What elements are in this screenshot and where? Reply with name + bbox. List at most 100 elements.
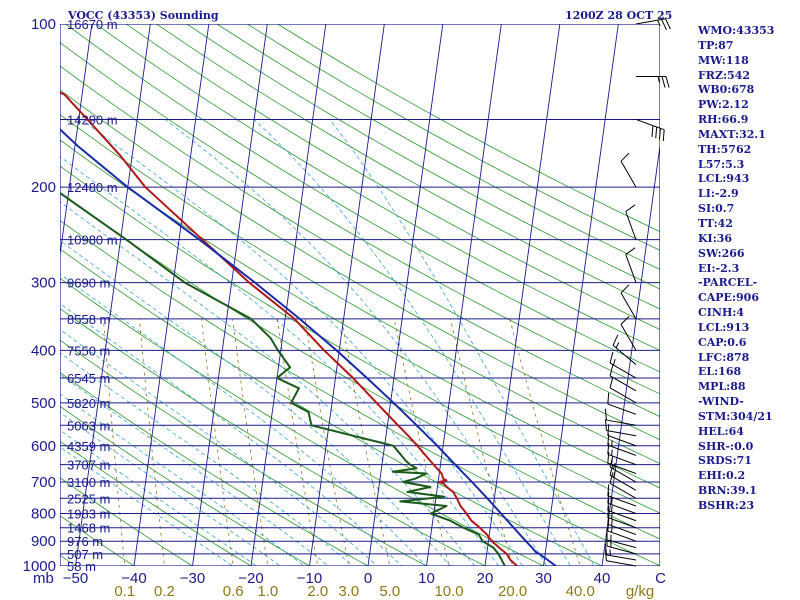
mixing-ratio-label: 10.0 [434,583,463,600]
wind-barb-half-flag [611,458,613,465]
wind-barb-staff [607,462,637,474]
wind-barb-staff [607,444,637,456]
dry-adiabat [60,339,428,566]
height-label: 6545 m [67,371,110,386]
mixing-ratio-label: 20.0 [498,583,527,600]
index-item: HEL:64 [698,424,744,438]
wind-barb [607,519,637,542]
mixing-ratio-unit-label: g/kg [626,583,654,600]
dewpoint-trace [60,191,506,566]
wind-barb-staff [606,539,637,549]
pressure-label: 600 [31,438,56,455]
wind-barb [607,392,637,415]
wind-barb-flag [607,512,610,525]
moist-adiabat [253,119,571,566]
height-label: 3707 m [67,458,110,473]
height-label: 976 m [67,534,103,549]
height-label: 507 m [67,547,103,562]
pressure-unit-label: mb [33,570,54,587]
height-label: 4359 m [67,439,110,454]
wind-barb-staff [620,160,637,188]
wind-barb [604,549,637,567]
wind-barb [604,419,637,437]
moist-adiabat [60,273,427,566]
height-label: 2525 m [67,491,110,506]
dry-adiabat [60,41,660,395]
wind-barb [609,376,637,404]
wind-barb-flag [658,128,661,140]
isotherm [192,24,268,566]
dry-adiabat [60,440,252,566]
isotherm [75,24,151,566]
index-item: SW:266 [698,246,745,260]
wind-barb-flag [609,351,614,364]
temperature-tick-label: C [655,570,666,587]
temperature-tick-label: −50 [63,570,88,587]
index-item: -WIND- [698,395,744,409]
index-item: PW:2.12 [698,98,749,112]
station-title: VOCC (43353) Sounding [68,9,219,22]
index-item: KI:36 [698,231,733,245]
dry-adiabat [186,24,660,290]
dry-adiabat [156,24,660,310]
wind-barb-staff [609,474,637,491]
wind-barb [607,451,637,474]
temperature-tick-label: 30 [535,570,552,587]
wind-barbs [604,18,671,567]
dry-adiabat [125,24,660,331]
dry-adiabat [247,24,660,251]
dry-adiabat [0,24,33,578]
index-item: LCL:913 [698,320,750,334]
mixing-ratio-label: 5.0 [379,583,400,600]
plot-frame [60,24,660,566]
temperature-trace [60,91,518,566]
height-label: 1468 m [67,521,110,536]
temperature-tick-label: −20 [238,570,263,587]
mixing-ratio-label: 1.0 [257,583,278,600]
wind-barb-half-flag [613,471,616,478]
pressure-label: 200 [31,179,56,196]
wind-barb [607,499,637,522]
wind-barb-staff [607,502,637,514]
index-item: LI:-2.9 [698,187,739,201]
index-item: MPL:88 [698,380,746,394]
wind-barb-flag [612,334,619,346]
wind-barb-staff [607,495,637,507]
wind-barb [604,543,637,561]
wind-barb-flag [620,152,630,162]
wind-barb-staff [612,344,637,365]
dry-adiabat [65,24,660,373]
wind-barb-flag [625,247,636,255]
wind-barb-half-flag [657,76,660,83]
wind-barb-staff [607,517,637,529]
wind-barb [604,408,637,426]
dry-adiabat [216,24,660,270]
wind-barb-flag [609,364,614,376]
wind-barb [620,315,637,351]
mixing-ratio-label: 3.0 [338,583,359,600]
wind-barb [609,351,637,379]
wind-barb-staff [620,324,637,351]
wind-barb-flag [665,76,670,88]
dry-adiabat [60,477,194,566]
wind-barb-staff [607,523,637,536]
wind-barb [607,506,637,529]
wind-barb-half-flag [615,342,620,349]
moist-adiabat [164,119,547,566]
isotherm [484,24,561,566]
index-item: -PARCEL- [698,276,758,290]
observation-time: 1200Z 28 OCT 25 [565,9,673,22]
index-item: EHI:0.2 [698,469,746,483]
height-label: 5063 m [67,418,110,433]
wind-barb-flag [651,125,654,138]
wind-barb [620,284,637,320]
parcel-trace [60,127,557,566]
wind-barb [636,76,670,88]
height-label: 8558 m [67,312,110,327]
wind-barb-flag [604,549,607,561]
index-item: LCL:943 [698,172,750,186]
height-label: 3100 m [67,475,110,490]
index-item: MAXT:32.1 [698,127,766,141]
dry-adiabat [60,114,660,464]
